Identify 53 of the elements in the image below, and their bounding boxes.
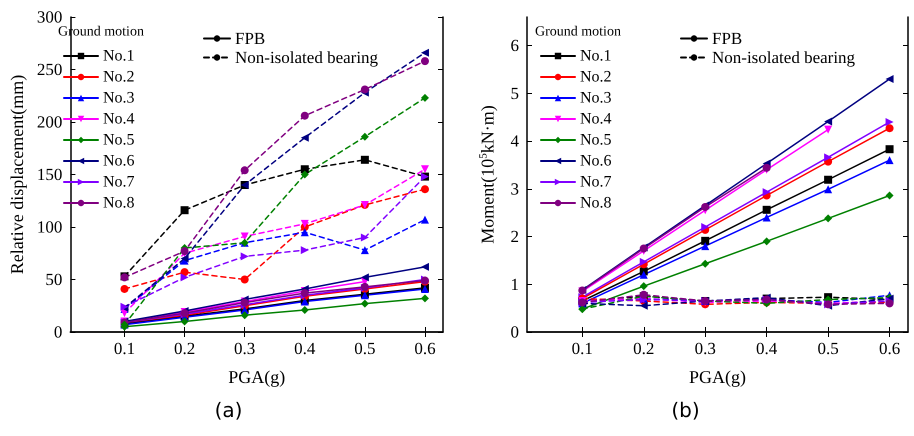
x-tick-label: 0.3: [694, 339, 716, 358]
x-tick-label: 0.6: [878, 339, 900, 358]
x-tick-label: 0.5: [354, 339, 376, 358]
y-tick-label: 50: [45, 270, 62, 289]
legend-label: No.4: [580, 110, 612, 128]
legend-label: No.5: [580, 132, 612, 148]
x-tick-label: 0.4: [756, 339, 778, 358]
x-tick-label: 0.4: [294, 339, 316, 358]
y-tick-label: 200: [36, 112, 62, 132]
legend-label: No.2: [580, 68, 612, 86]
legend-label: No.1: [103, 48, 135, 64]
y-tick-label: 4: [510, 132, 520, 151]
y-tick-label: 100: [36, 218, 62, 236]
legend-title: Ground motion: [535, 24, 621, 40]
x-tick-label: 0.1: [114, 339, 136, 358]
y-tick-label: 6: [510, 36, 519, 56]
legend-label: No.8: [103, 194, 135, 212]
legend-label: No.8: [580, 194, 612, 212]
text: (a): [214, 398, 242, 422]
legend-label: No.6: [103, 152, 135, 170]
x-axis-title: PGA(g): [689, 367, 746, 387]
legend-label: Non-isolated bearing: [235, 48, 379, 67]
x-tick-label: 0.5: [817, 339, 839, 358]
y-axis-title: Moment(105kN·m): [478, 105, 498, 244]
y-tick-label: 1: [510, 274, 519, 294]
x-tick-label: 0.2: [633, 339, 654, 358]
legend-label: No.2: [103, 68, 135, 86]
y-tick-label: 3: [510, 179, 519, 198]
y-tick-label: 5: [510, 84, 519, 103]
y-tick-label: 0: [510, 322, 519, 342]
legend-label: No.7: [103, 174, 135, 190]
legend-label: Non-isolated bearing: [712, 48, 856, 67]
legend-label: No.6: [580, 152, 612, 170]
legend-label: No.7: [580, 174, 612, 190]
legend-label: FPB: [712, 29, 742, 48]
legend-label: No.3: [580, 90, 612, 106]
y-tick-label: 2: [510, 227, 519, 246]
text: (b): [671, 398, 700, 422]
x-tick-label: 0.2: [174, 339, 196, 358]
x-tick-label: 0.3: [234, 339, 256, 358]
legend-label: No.4: [103, 110, 135, 128]
y-tick-label: 150: [36, 165, 62, 184]
legend-label: No.3: [103, 90, 135, 106]
x-axis-title: PGA(g): [228, 367, 286, 387]
legend-label: FPB: [235, 29, 266, 48]
x-tick-label: 0.1: [572, 339, 593, 358]
legend-label: No.5: [103, 132, 135, 148]
x-tick-label: 0.6: [414, 339, 436, 358]
y-tick-label: 300: [36, 8, 62, 26]
y-axis-title: Relative displacement(mm): [7, 74, 27, 274]
y-tick-label: 0: [54, 322, 62, 342]
legend-label: No.1: [580, 48, 612, 64]
y-tick-label: 250: [36, 60, 62, 79]
